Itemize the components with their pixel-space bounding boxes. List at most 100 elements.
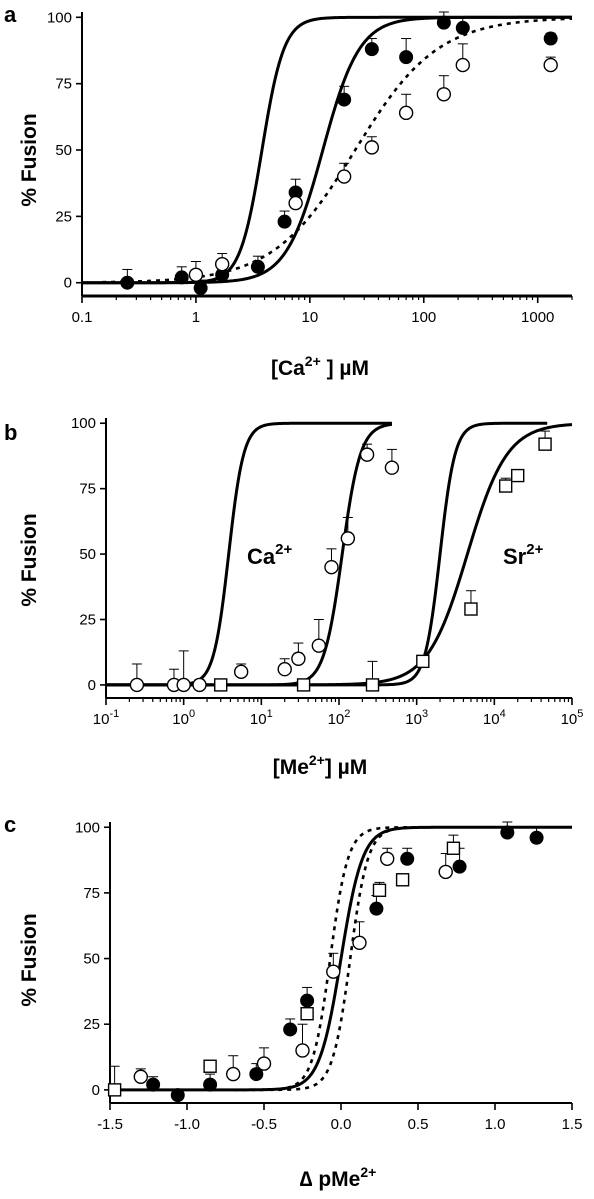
annotation-sr: Sr2+ <box>503 541 544 569</box>
data-point-filled-circle <box>399 50 414 65</box>
x-axis-label-c: ∆ pMe2+ <box>300 1164 377 1191</box>
y-axis-label-a: % Fusion <box>18 113 41 206</box>
data-point-open-circle <box>340 531 356 546</box>
x-axis-label-b: [Me2+] µM <box>273 752 368 779</box>
x-tick-label: 1.0 <box>485 1116 506 1133</box>
plot-area-c: 0 25 50 75 100 -1.5 -1.0 -0.5 0.0 0.5 1.0 1.5 <box>75 819 582 1133</box>
panel-letter-b: b <box>4 420 17 445</box>
data-point-open-square <box>107 1083 122 1097</box>
data-point-filled-circle <box>193 281 208 296</box>
data-point-open-circle <box>214 256 230 272</box>
x-tick-label: 105 <box>561 708 584 728</box>
y-tick-label: 25 <box>79 611 96 628</box>
panel-a: a % Fusion [Ca2+ ] µM 0 25 50 75 100 0.1 1 10 10… <box>4 2 573 380</box>
data-point-open-circle <box>324 559 339 575</box>
data-point-open-square <box>511 468 525 483</box>
annotation-ca: Ca2+ <box>247 541 292 569</box>
data-point-open-square <box>365 678 380 692</box>
x-tick-label: -0.5 <box>251 1116 277 1133</box>
data-point-open-square <box>416 654 430 669</box>
y-tick-label: 100 <box>47 9 72 26</box>
data-point-open-circle <box>359 447 375 462</box>
data-point-open-circle <box>436 87 452 102</box>
y-axis-label-b: % Fusion <box>18 513 41 606</box>
data-point-filled-circle <box>337 92 352 107</box>
data-point-filled-circle <box>170 1088 185 1103</box>
fit-curve <box>82 15 572 285</box>
x-tick-label: 10-1 <box>93 708 119 728</box>
data-point-filled-circle <box>400 851 415 866</box>
data-point-open-square <box>446 841 461 855</box>
data-point-open-square <box>538 437 552 451</box>
data-point-open-square <box>214 678 228 692</box>
fit-curve-dotted <box>233 825 572 1092</box>
y-tick-label: 0 <box>64 275 72 292</box>
data-point-open-square <box>300 1007 314 1021</box>
y-tick-label: 25 <box>83 1016 100 1033</box>
y-tick-label: 0 <box>88 677 96 694</box>
data-point-open-circle <box>233 664 249 680</box>
data-point-open-circle <box>364 140 380 155</box>
data-point-filled-circle <box>436 15 451 30</box>
data-point-open-square <box>498 479 513 493</box>
fit-curve-dotted <box>102 17 573 284</box>
y-tick-label: 0 <box>92 1082 100 1099</box>
plot-area-a: 0 25 50 75 100 0.1 1 10 100 1000 <box>47 9 573 326</box>
data-point-filled-circle <box>250 259 265 274</box>
data-point-open-circle <box>384 460 400 475</box>
x-axis-label-a: [Ca2+ ] µM <box>271 353 369 380</box>
panel-letter-c: c <box>4 812 16 837</box>
data-point-open-circle <box>225 1066 241 1082</box>
y-tick-label: 50 <box>83 951 100 968</box>
panel-b: b % Fusion [Me2+] µM Ca2+ Sr2+ 0 25 50 75 10… <box>4 415 583 779</box>
x-tick-label: 10 <box>302 309 319 326</box>
x-tick-label: 0.5 <box>408 1116 429 1133</box>
x-tick-label: 100 <box>411 309 436 326</box>
y-tick-label: 25 <box>55 208 72 225</box>
y-tick-label: 100 <box>75 819 100 836</box>
data-point-filled-circle <box>277 214 292 229</box>
panel-letter-a: a <box>4 2 17 27</box>
y-tick-label: 75 <box>79 481 96 498</box>
data-point-open-circle <box>291 651 306 666</box>
x-tick-label: -1.0 <box>174 1116 200 1133</box>
plot-area-b: 0 25 50 75 100 10-1 100 101 102 103 104 105 <box>71 415 583 728</box>
x-tick-label: 0.1 <box>72 309 93 326</box>
data-point-open-circle <box>129 677 145 693</box>
data-point-open-circle <box>256 1056 272 1071</box>
panel-c: c % Fusion ∆ pMe2+ 0 25 50 75 100 -1.5 -1.0 -0.… <box>4 812 582 1191</box>
data-point-open-circle <box>192 677 207 693</box>
data-point-open-circle <box>133 1069 149 1084</box>
y-tick-label: 100 <box>71 415 96 432</box>
data-point-open-circle <box>326 964 341 979</box>
x-tick-label: 0.0 <box>331 1116 352 1133</box>
data-point-filled-circle <box>249 1067 264 1082</box>
data-point-open-circle <box>438 864 453 880</box>
data-point-open-circle <box>311 638 327 653</box>
data-point-open-circle <box>380 851 395 866</box>
x-tick-label: -1.5 <box>97 1116 123 1133</box>
data-point-filled-circle <box>455 20 470 35</box>
data-point-open-circle <box>277 662 292 677</box>
data-point-filled-circle <box>369 901 384 916</box>
data-point-open-circle <box>188 267 204 282</box>
data-point-open-square <box>372 883 387 897</box>
data-point-filled-circle <box>543 31 558 46</box>
x-tick-label: 102 <box>328 708 351 728</box>
y-tick-label: 50 <box>55 142 72 159</box>
fit-curve <box>110 825 572 1092</box>
data-point-open-circle <box>398 105 414 121</box>
fit-curve-dotted <box>233 825 572 1092</box>
data-point-filled-circle <box>283 1022 298 1037</box>
data-point-open-square <box>296 678 311 692</box>
data-point-filled-circle <box>174 270 189 285</box>
data-point-open-circle <box>455 57 470 73</box>
data-point-open-circle <box>543 57 558 73</box>
x-tick-label: 1.5 <box>562 1116 583 1133</box>
data-point-open-circle <box>352 935 367 951</box>
data-point-filled-circle <box>529 830 544 845</box>
data-point-open-circle <box>295 1043 310 1058</box>
y-tick-label: 75 <box>55 76 72 93</box>
x-tick-label: 1000 <box>521 309 554 326</box>
